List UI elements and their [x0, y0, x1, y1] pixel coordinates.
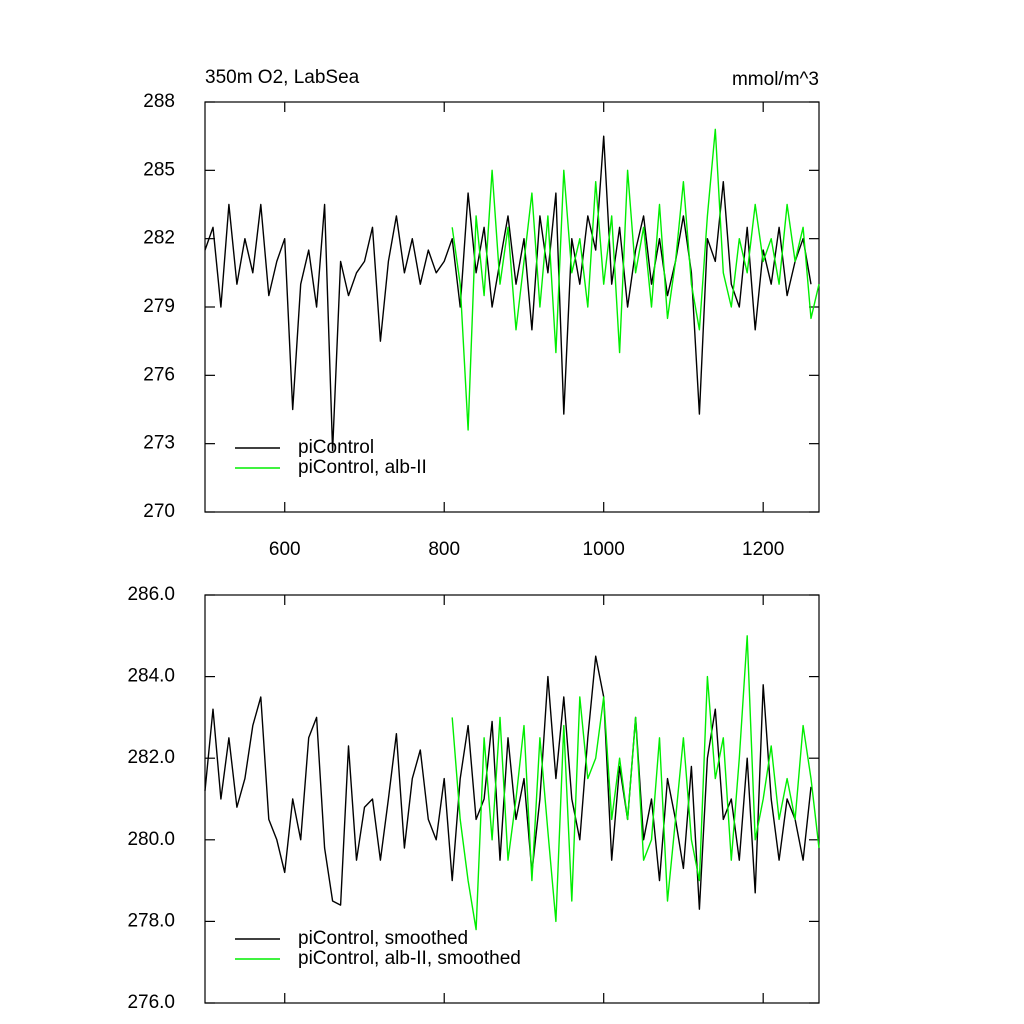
y-tick-label: 286.0 [127, 584, 175, 605]
units-label: mmol/m^3 [732, 69, 819, 90]
series-line [451, 128, 820, 431]
y-tick-label: 282 [143, 228, 175, 249]
y-tick-label: 279 [143, 296, 175, 317]
series-line [204, 655, 812, 910]
y-tick-label: 284.0 [127, 666, 175, 687]
y-tick-label: 278.0 [127, 910, 175, 931]
y-tick-label: 273 [143, 433, 175, 454]
y-tick-label: 270 [143, 501, 175, 522]
y-tick-label: 280.0 [127, 829, 175, 850]
series-line [451, 635, 820, 931]
legend-label: piControl [298, 437, 374, 458]
y-tick-label: 288 [143, 91, 175, 112]
x-tick-label: 600 [269, 539, 301, 560]
legend-label: piControl, alb-II [298, 457, 427, 478]
y-tick-label: 276 [143, 364, 175, 385]
legend-label: piControl, smoothed [298, 928, 468, 949]
legend-label: piControl, alb-II, smoothed [298, 948, 521, 969]
y-tick-label: 282.0 [127, 747, 175, 768]
x-tick-label: 1200 [742, 539, 784, 560]
x-tick-label: 800 [428, 539, 460, 560]
x-tick-label: 1000 [583, 539, 625, 560]
plot-frame [204, 594, 820, 1004]
y-tick-label: 285 [143, 159, 175, 180]
y-tick-label: 276.0 [127, 992, 175, 1013]
chart-title: 350m O2, LabSea [205, 67, 360, 88]
series-line [204, 135, 812, 452]
